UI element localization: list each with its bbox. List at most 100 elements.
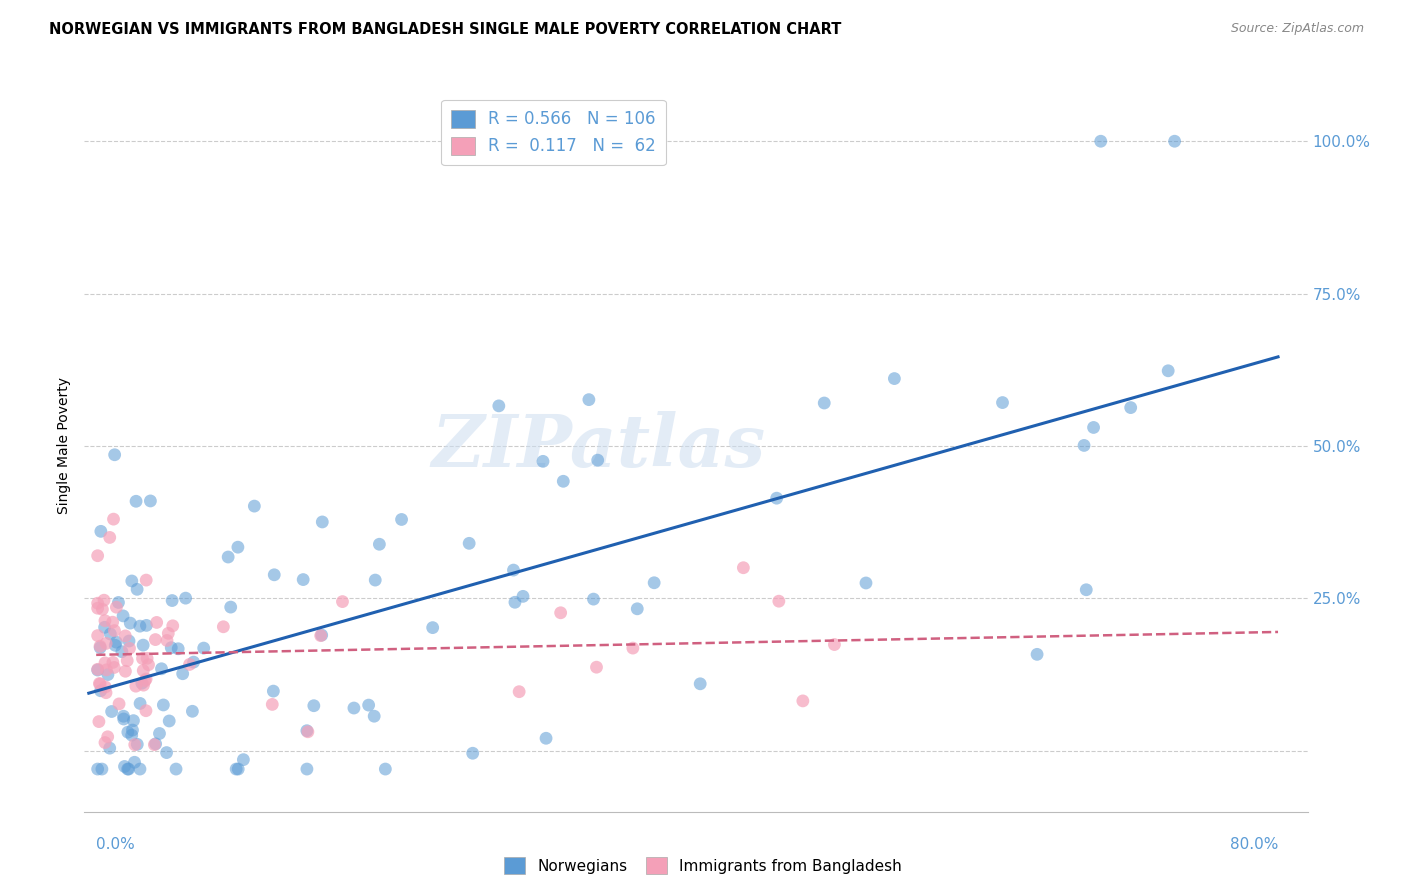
Point	[90, 762, 112, 776]
Point	[143, 738, 166, 752]
Point	[626, 602, 648, 616]
Point	[534, 731, 557, 746]
Point	[108, 697, 131, 711]
Point	[96, 663, 118, 677]
Point	[103, 660, 125, 674]
Text: ZIPatlas: ZIPatlas	[432, 410, 765, 482]
Point	[94, 614, 117, 628]
Point	[243, 499, 266, 513]
Point	[643, 575, 665, 590]
Point	[226, 762, 249, 776]
Point	[129, 762, 152, 776]
Point	[1076, 582, 1098, 597]
Point	[101, 615, 124, 630]
Point	[262, 684, 284, 698]
Point	[553, 475, 575, 489]
Point	[117, 762, 139, 776]
Point	[105, 600, 128, 615]
Point	[127, 582, 149, 597]
Point	[156, 633, 179, 648]
Point	[131, 676, 153, 690]
Point	[104, 638, 127, 652]
Point	[124, 738, 146, 752]
Point	[136, 651, 159, 665]
Point	[219, 600, 242, 615]
Point	[1163, 134, 1185, 148]
Point	[124, 756, 146, 770]
Point	[97, 667, 120, 681]
Point	[157, 714, 180, 728]
Point	[127, 737, 149, 751]
Point	[112, 709, 135, 723]
Point	[458, 536, 481, 550]
Point	[89, 677, 111, 691]
Point	[183, 655, 205, 669]
Point	[145, 737, 167, 751]
Point	[135, 704, 157, 718]
Point	[117, 762, 139, 776]
Point	[89, 640, 111, 655]
Point	[87, 714, 110, 729]
Point	[357, 698, 380, 712]
Point	[86, 662, 108, 676]
Point	[768, 594, 790, 608]
Text: 80.0%: 80.0%	[1230, 837, 1278, 852]
Point	[125, 494, 148, 508]
Point	[165, 762, 187, 776]
Point	[150, 662, 173, 676]
Point	[883, 371, 905, 385]
Point	[122, 714, 145, 728]
Point	[94, 686, 117, 700]
Point	[104, 448, 127, 462]
Point	[512, 590, 534, 604]
Point	[181, 704, 204, 718]
Point	[138, 657, 160, 672]
Text: 0.0%: 0.0%	[96, 837, 135, 852]
Point	[374, 762, 396, 776]
Point	[93, 593, 115, 607]
Point	[134, 673, 156, 688]
Point	[94, 680, 117, 694]
Point	[391, 512, 413, 526]
Point	[1119, 401, 1142, 415]
Point	[232, 753, 254, 767]
Point	[89, 639, 111, 653]
Point	[295, 762, 318, 776]
Point	[112, 608, 135, 623]
Point	[103, 624, 125, 638]
Point	[93, 620, 115, 634]
Point	[225, 762, 247, 776]
Point	[332, 594, 354, 608]
Point	[1090, 134, 1112, 148]
Point	[488, 399, 510, 413]
Point	[363, 709, 385, 723]
Point	[160, 593, 183, 607]
Point	[226, 540, 249, 554]
Point	[101, 656, 124, 670]
Point	[100, 705, 122, 719]
Point	[112, 712, 135, 726]
Point	[86, 629, 108, 643]
Point	[1083, 420, 1105, 434]
Point	[550, 606, 572, 620]
Point	[86, 663, 108, 677]
Point	[309, 629, 332, 643]
Point	[125, 679, 148, 693]
Point	[174, 591, 197, 606]
Point	[98, 530, 121, 544]
Point	[179, 657, 201, 672]
Point	[135, 573, 157, 587]
Point	[167, 641, 190, 656]
Point	[585, 660, 607, 674]
Point	[461, 746, 484, 760]
Point	[582, 592, 605, 607]
Point	[155, 746, 177, 760]
Point	[121, 574, 143, 588]
Point	[132, 678, 155, 692]
Text: Source: ZipAtlas.com: Source: ZipAtlas.com	[1230, 22, 1364, 36]
Point	[91, 602, 114, 616]
Point	[86, 601, 108, 615]
Point	[117, 725, 139, 739]
Point	[118, 641, 141, 656]
Point	[217, 549, 239, 564]
